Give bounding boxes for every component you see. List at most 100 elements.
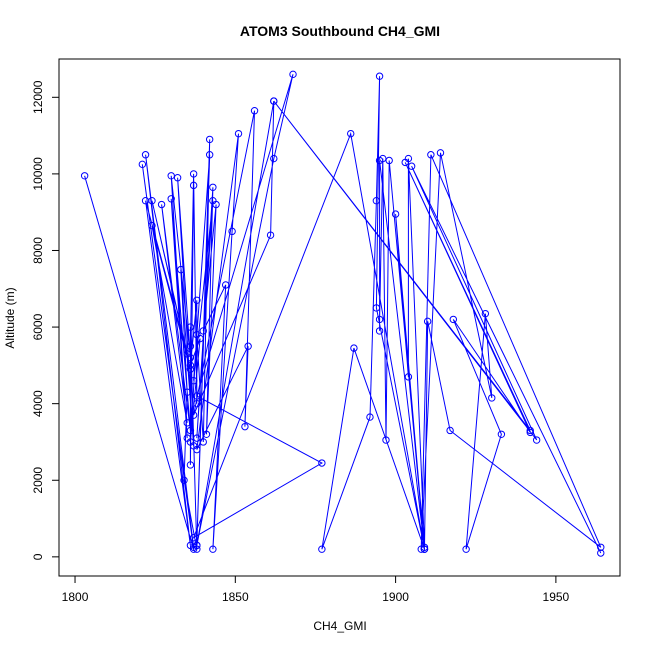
- data-point: [436, 149, 445, 157]
- plot-frame: [58, 58, 621, 577]
- data-point: [221, 281, 230, 289]
- data-point: [318, 459, 326, 467]
- data-point: [193, 545, 201, 553]
- data-point: [234, 129, 243, 138]
- x-tick-label: 1900: [382, 590, 409, 604]
- data-point: [407, 162, 416, 170]
- data-point: [189, 170, 198, 178]
- data-point: [427, 151, 435, 159]
- data-point: [193, 434, 201, 442]
- data-point: [157, 200, 166, 209]
- data-point: [449, 315, 458, 324]
- data-point: [347, 129, 355, 138]
- data-point: [205, 135, 214, 144]
- data-point: [186, 323, 195, 331]
- x-tick-label: 1800: [62, 590, 89, 604]
- data-point: [488, 394, 496, 402]
- data-point: [167, 195, 175, 203]
- data-point: [462, 545, 470, 553]
- y-tick-label: 0: [31, 553, 45, 560]
- data-point: [375, 315, 384, 324]
- data-point: [289, 70, 297, 79]
- data-point: [193, 399, 201, 408]
- data-point: [420, 545, 429, 553]
- y-axis: 0 2000 4000 6000 8000 10000 12000: [31, 80, 60, 560]
- data-point: [173, 174, 182, 182]
- data-point: [423, 317, 432, 326]
- data-point: [186, 354, 195, 362]
- data-point: [241, 422, 249, 431]
- data-point: [401, 158, 409, 167]
- data-point: [379, 154, 387, 163]
- data-point: [183, 419, 191, 427]
- data-point: [193, 541, 201, 550]
- data-point: [202, 430, 211, 439]
- series-ch4-gmi: [80, 70, 605, 557]
- series-line: [84, 74, 602, 554]
- data-point: [375, 72, 384, 80]
- y-tick-label: 8000: [31, 237, 45, 264]
- data-point: [270, 97, 278, 105]
- data-point: [372, 304, 381, 312]
- data-point: [183, 388, 191, 396]
- data-point: [189, 411, 198, 419]
- data-point: [189, 181, 198, 190]
- data-point: [372, 196, 381, 205]
- x-tick-label: 1950: [543, 590, 570, 604]
- data-point: [244, 342, 252, 350]
- data-point: [193, 296, 201, 304]
- data-point: [391, 210, 400, 218]
- data-point: [318, 545, 326, 553]
- data-point: [186, 461, 195, 469]
- y-tick-label: 4000: [31, 390, 45, 417]
- data-point: [148, 196, 156, 205]
- data-point: [270, 154, 278, 163]
- data-point: [404, 373, 413, 381]
- y-tick-label: 2000: [31, 467, 45, 494]
- data-point: [177, 265, 185, 274]
- data-point: [532, 436, 541, 444]
- y-tick-label: 12000: [31, 80, 45, 114]
- data-point: [228, 227, 236, 236]
- data-point: [193, 392, 201, 400]
- data-point: [199, 327, 207, 335]
- data-point: [382, 436, 390, 444]
- data-point: [193, 445, 201, 454]
- data-point: [385, 156, 393, 165]
- y-tick-label: 6000: [31, 313, 45, 340]
- chart-title: ATOM3 Southbound CH4_GMI: [240, 23, 440, 39]
- data-point: [205, 151, 214, 159]
- data-point: [186, 438, 195, 446]
- data-point: [186, 342, 195, 350]
- data-point: [199, 438, 207, 446]
- data-point: [597, 543, 605, 551]
- data-point: [417, 545, 425, 553]
- data-point: [189, 376, 198, 385]
- y-tick-label: 10000: [31, 157, 45, 191]
- data-point: [526, 428, 534, 437]
- data-point: [80, 172, 89, 180]
- data-point: [141, 151, 150, 159]
- data-point: [186, 426, 195, 435]
- data-point: [209, 183, 217, 191]
- data-point: [186, 361, 195, 370]
- data-point: [212, 200, 220, 209]
- data-point: [209, 545, 217, 553]
- data-point: [186, 365, 195, 373]
- y-axis-label: Altitude (m): [3, 287, 17, 348]
- x-axis-label: CH4_GMI: [313, 619, 366, 633]
- data-point: [250, 107, 259, 115]
- data-point: [497, 430, 506, 439]
- data-point: [366, 413, 374, 421]
- data-point: [446, 426, 454, 435]
- data-point: [266, 231, 275, 239]
- data-point: [375, 327, 384, 335]
- x-tick-label: 1850: [222, 590, 249, 604]
- data-point: [350, 344, 358, 352]
- data-point: [526, 426, 534, 435]
- data-point: [148, 221, 156, 230]
- data-point: [138, 160, 147, 169]
- data-point: [167, 172, 175, 180]
- data-point: [481, 309, 490, 318]
